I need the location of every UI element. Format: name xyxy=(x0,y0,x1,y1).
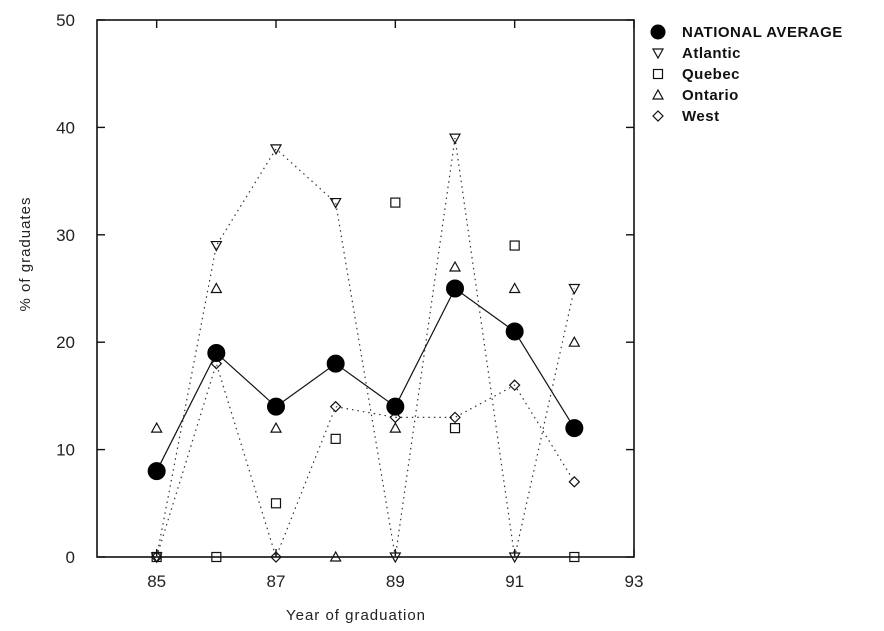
legend-label-national-average: NATIONAL AVERAGE xyxy=(682,24,843,41)
plot-frame xyxy=(96,19,635,558)
point-quebec xyxy=(569,551,580,563)
point-quebec xyxy=(211,551,222,563)
x-tick-label: 87 xyxy=(267,572,286,591)
point-west xyxy=(389,411,402,424)
plot-border xyxy=(96,19,635,558)
y-axis-title: % of graduates xyxy=(17,197,34,312)
point-ontario xyxy=(389,421,402,433)
axis-ticks: 85 87 89 91 93 0 10 20 30 40 50 xyxy=(56,11,643,591)
series-lines xyxy=(156,138,575,559)
legend-marker-atlantic xyxy=(651,48,665,60)
point-quebec xyxy=(390,197,401,208)
point-national-average xyxy=(446,279,464,298)
point-west xyxy=(210,357,223,370)
point-atlantic xyxy=(508,552,521,564)
point-national-average xyxy=(565,419,584,438)
point-west xyxy=(329,400,342,413)
x-tick-label: 89 xyxy=(386,572,405,591)
point-ontario xyxy=(448,260,462,272)
series-line-west xyxy=(156,361,575,559)
point-national-average xyxy=(147,462,166,481)
point-atlantic xyxy=(448,133,462,145)
x-tick-label: 93 xyxy=(625,572,644,591)
point-west xyxy=(270,551,282,563)
legend-marker-ontario xyxy=(651,88,665,100)
legend-marker-national-average xyxy=(650,24,666,40)
point-quebec xyxy=(509,240,520,251)
legend-label-atlantic: Atlantic xyxy=(682,45,741,62)
legend-label-quebec: Quebec xyxy=(682,66,740,83)
point-west xyxy=(568,475,581,488)
y-tick-label: 0 xyxy=(66,548,75,567)
x-tick-label: 91 xyxy=(505,572,524,591)
legend-marker-quebec xyxy=(652,68,664,80)
point-quebec xyxy=(449,423,461,434)
point-ontario xyxy=(150,421,163,433)
y-tick-label: 50 xyxy=(56,11,75,30)
series-line-atlantic xyxy=(156,138,575,558)
point-atlantic xyxy=(329,197,342,209)
point-national-average xyxy=(207,343,226,362)
point-national-average xyxy=(267,397,285,416)
point-ontario xyxy=(269,421,283,433)
point-quebec xyxy=(330,433,341,444)
point-ontario xyxy=(508,282,521,294)
x-axis-title: Year of graduation xyxy=(286,607,426,624)
point-atlantic xyxy=(269,144,283,156)
point-national-average xyxy=(505,322,524,341)
point-atlantic xyxy=(568,283,581,295)
legend: NATIONAL AVERAGE Atlantic Quebec Ontario Wes… xyxy=(650,24,843,125)
point-atlantic xyxy=(389,552,402,564)
y-tick-label: 30 xyxy=(56,226,75,245)
point-atlantic xyxy=(210,240,223,252)
point-ontario xyxy=(568,335,581,347)
x-tick-label: 85 xyxy=(147,572,166,591)
point-national-average xyxy=(326,354,345,373)
point-national-average xyxy=(386,397,405,416)
point-ontario xyxy=(329,550,342,562)
point-west xyxy=(150,551,163,563)
legend-label-west: West xyxy=(682,108,720,125)
point-west xyxy=(508,379,521,392)
point-ontario xyxy=(210,282,223,294)
y-tick-label: 20 xyxy=(56,333,75,352)
y-tick-label: 40 xyxy=(56,118,75,137)
point-quebec xyxy=(270,498,282,509)
series-line-national-average xyxy=(156,287,575,472)
point-west xyxy=(449,411,461,424)
legend-label-ontario: Ontario xyxy=(682,87,739,104)
y-tick-label: 10 xyxy=(56,441,75,460)
legend-marker-west xyxy=(652,110,664,122)
series-markers xyxy=(147,133,584,564)
